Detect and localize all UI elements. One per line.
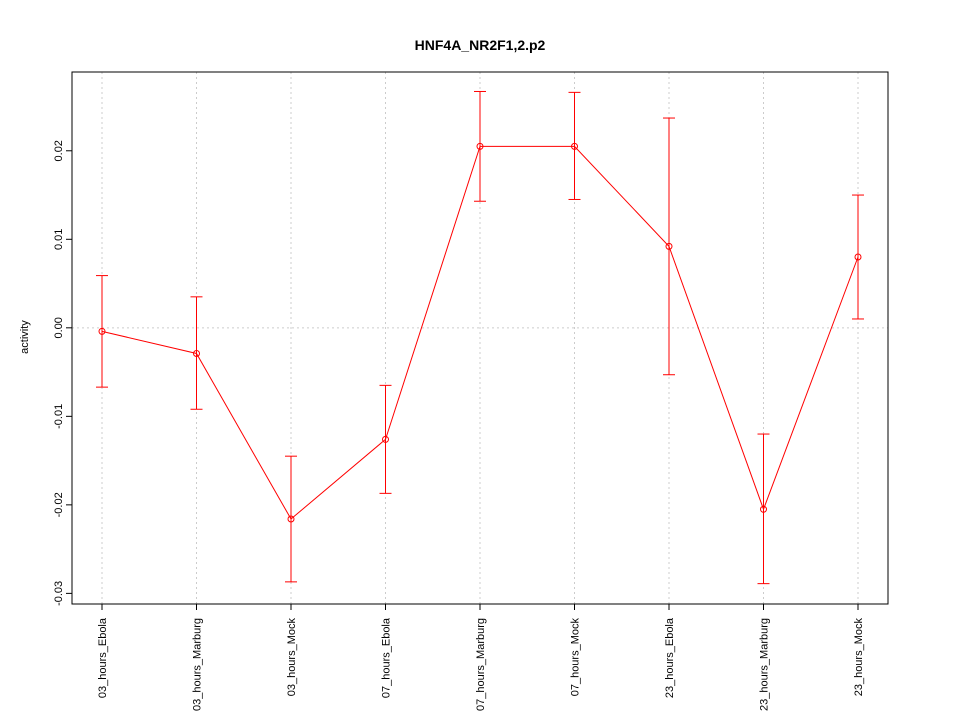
points bbox=[98, 142, 862, 523]
y-axis: -0.03 -0.02 -0.01 0.00 0.01 0.02 bbox=[53, 140, 72, 606]
data-point bbox=[571, 142, 578, 150]
data-point bbox=[760, 505, 767, 513]
data-point bbox=[476, 142, 484, 150]
data-point bbox=[382, 435, 389, 443]
y-tick-label: -0.02 bbox=[53, 492, 65, 517]
x-tick-label: 23_hours_Ebola bbox=[664, 617, 676, 698]
y-tick-label: 0.01 bbox=[53, 229, 65, 250]
y-axis-label: activity bbox=[19, 320, 31, 354]
data-point bbox=[287, 515, 295, 523]
y-tick-label: -0.01 bbox=[53, 404, 65, 429]
y-tick-label: 0.00 bbox=[53, 317, 65, 338]
x-tick-label: 07_hours_Ebola bbox=[381, 617, 393, 698]
series-line bbox=[101, 145, 859, 520]
x-tick-label: 23_hours_Marburg bbox=[759, 618, 771, 711]
x-axis: 03_hours_Ebola 03_hours_Marburg 03_hours_M… bbox=[97, 604, 865, 711]
data-point bbox=[193, 349, 200, 357]
x-tick-label: 07_hours_Marburg bbox=[475, 618, 487, 711]
data-point bbox=[854, 253, 862, 261]
y-tick-label: 0.02 bbox=[53, 140, 65, 161]
x-tick-label: 03_hours_Ebola bbox=[97, 617, 109, 698]
chart-title: HNF4A_NR2F1,2.p2 bbox=[415, 37, 546, 53]
x-tick-label: 03_hours_Marburg bbox=[192, 618, 204, 711]
x-tick-label: 03_hours_Mock bbox=[286, 618, 298, 697]
data-point bbox=[98, 327, 106, 335]
series-line-layer bbox=[101, 145, 859, 520]
x-tick-label: 07_hours_Mock bbox=[570, 618, 582, 697]
data-point bbox=[665, 242, 673, 250]
x-tick-label: 23_hours_Mock bbox=[853, 618, 865, 697]
y-tick-label: -0.03 bbox=[53, 581, 65, 606]
